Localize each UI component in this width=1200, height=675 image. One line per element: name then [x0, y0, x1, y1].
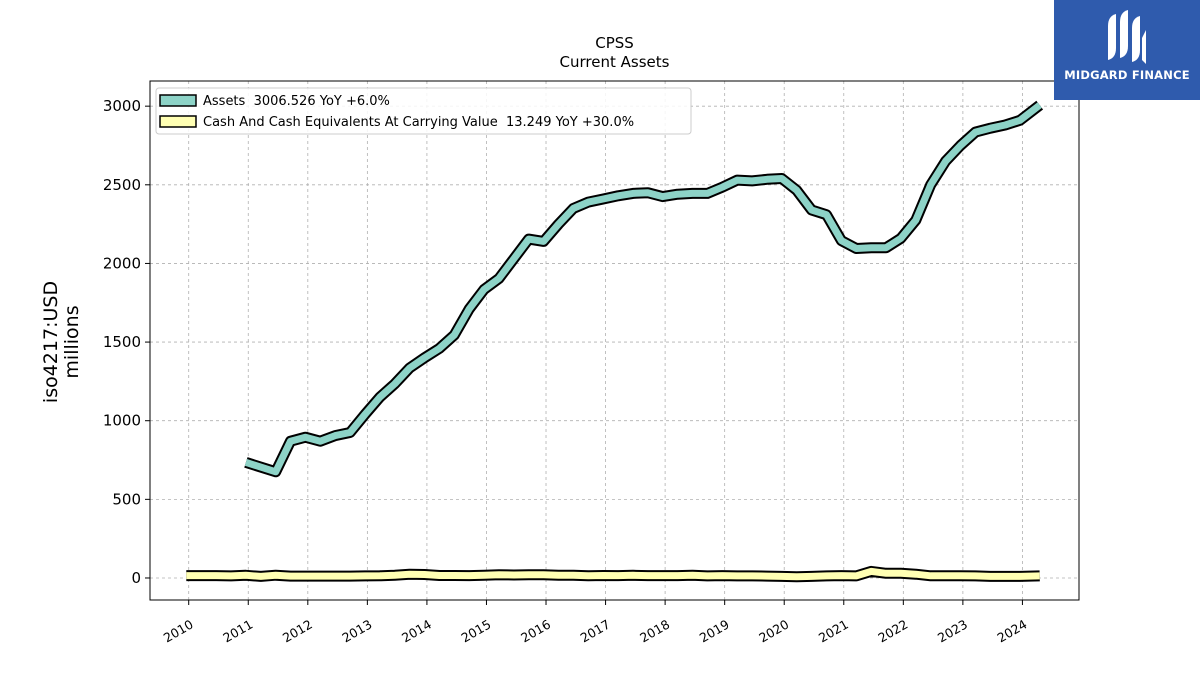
y-tick-label-4: 2000	[103, 254, 141, 272]
legend-swatch-assets	[159, 94, 197, 107]
x-tick-label-3: 2013	[339, 617, 374, 646]
x-tick-label-12: 2022	[875, 617, 910, 646]
x-tick-label-0: 2010	[161, 617, 196, 646]
x-tick-label-9: 2019	[697, 617, 732, 646]
legend-box	[155, 87, 692, 135]
x-tick-label-2: 2012	[280, 617, 315, 646]
legend-label-cash: Cash And Cash Equivalents At Carrying Va…	[203, 115, 634, 130]
series-line-assets	[244, 102, 1042, 476]
x-tick-label-5: 2015	[459, 617, 494, 646]
y-axis-label-line2: millions	[61, 305, 83, 378]
x-tick-label-7: 2017	[578, 617, 613, 646]
y-tick-label-3: 1500	[103, 333, 141, 351]
series-layer	[186, 100, 1044, 583]
legend-label-assets: Assets 3006.526 YoY +6.0%	[203, 94, 390, 109]
x-tick-label-13: 2023	[935, 617, 970, 646]
chart-subtitle: Current Assets	[560, 53, 670, 71]
y-axis-label-line1: iso4217:USD	[40, 281, 62, 403]
brand-logo: MIDGARD FINANCE	[1054, 0, 1200, 100]
x-tick-label-11: 2021	[816, 617, 851, 646]
plot-frame	[149, 80, 1080, 601]
x-tick-label-1: 2011	[220, 617, 255, 646]
y-tick-label-5: 2500	[103, 176, 141, 194]
x-tick-label-8: 2018	[637, 617, 672, 646]
x-tick-label-6: 2016	[518, 617, 553, 646]
legend: Assets 3006.526 YoY +6.0% Cash And Cash …	[155, 87, 692, 135]
chart-title: CPSS	[595, 34, 634, 52]
legend-swatch-cash	[159, 115, 197, 128]
grid-lines	[150, 81, 1079, 600]
brand-name: MIDGARD FINANCE	[1064, 68, 1190, 82]
midgard-logo-icon	[1108, 10, 1146, 64]
series-line-cash	[186, 567, 1040, 581]
y-tick-label-6: 3000	[103, 97, 141, 115]
x-axis: 2010 2011 2012 2013 2014 2015 2016 2017 2018 2019…	[161, 600, 1030, 645]
y-tick-label-2: 1000	[103, 412, 141, 430]
y-tick-label-0: 0	[131, 569, 141, 587]
y-axis: 0 500 1000 1500 2000 2500 3000	[103, 97, 150, 587]
x-tick-label-10: 2020	[756, 617, 791, 646]
y-tick-label-1: 500	[112, 490, 141, 508]
x-tick-label-14: 2024	[994, 617, 1029, 646]
x-tick-label-4: 2014	[399, 617, 434, 646]
